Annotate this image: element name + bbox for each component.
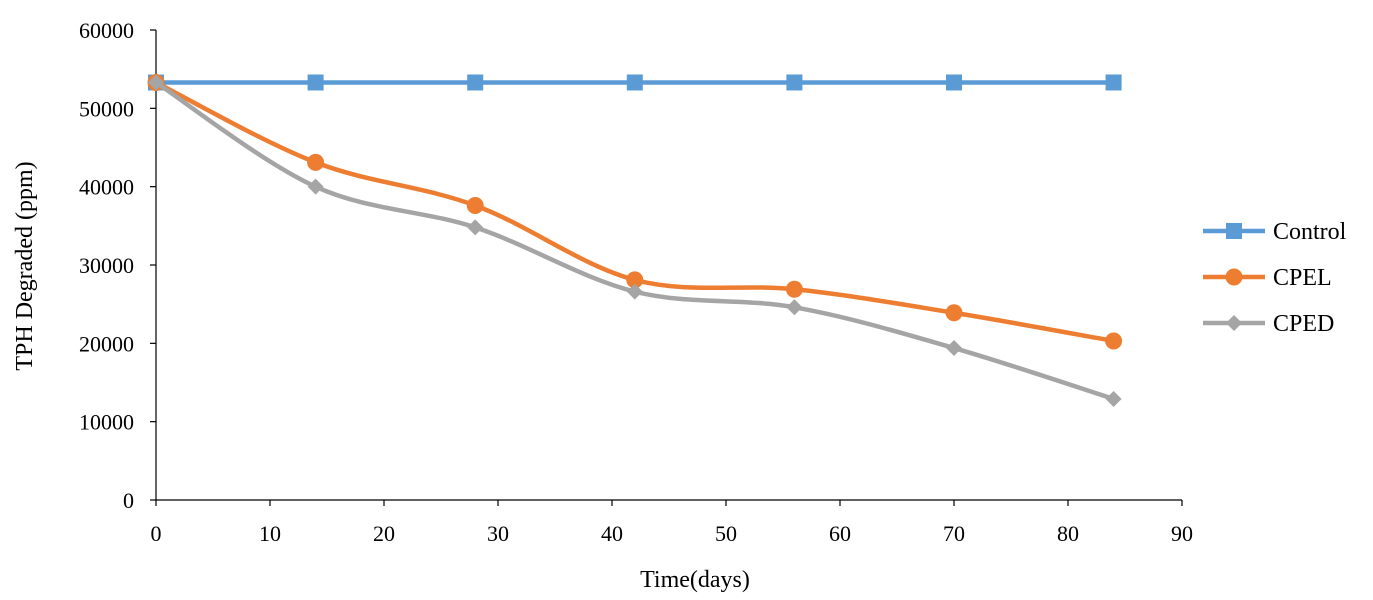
series-cped: [148, 74, 1122, 407]
y-tick-label: 30000: [79, 253, 134, 278]
series-cpel: [147, 73, 1123, 350]
data-point-control: [467, 74, 484, 91]
legend-item-cped: CPED: [1203, 311, 1334, 337]
data-point-cped: [946, 340, 962, 357]
legend-label-cped: CPED: [1273, 311, 1334, 337]
series-line-cped: [153, 80, 1116, 402]
x-tick-label: 30: [487, 521, 509, 546]
y-axis-title: TPH Degraded (ppm): [12, 161, 38, 370]
legend-item-control: Control: [1203, 219, 1347, 245]
y-tick-label: 40000: [79, 175, 134, 200]
series-line-cpel: [153, 80, 1116, 344]
legend-marker-control: [1226, 223, 1242, 239]
data-point-cpel: [307, 153, 325, 171]
x-axis-title: Time(days): [640, 567, 750, 593]
x-tick-label: 80: [1057, 521, 1079, 546]
legend-label-control: Control: [1273, 219, 1347, 245]
legend-marker-cped: [1226, 315, 1242, 331]
x-tick-label: 50: [715, 521, 737, 546]
data-point-cped: [1105, 390, 1122, 407]
data-point-cped: [148, 74, 164, 91]
legend-marker-cpel: [1225, 268, 1243, 286]
data-point-cped: [786, 299, 803, 316]
data-point-control: [1105, 74, 1122, 91]
data-point-control: [307, 74, 324, 91]
x-tick-label: 70: [943, 521, 965, 546]
legend: Control CPEL CPED: [1203, 219, 1347, 337]
legend-label-cpel: CPEL: [1273, 265, 1332, 291]
data-point-control: [786, 74, 803, 91]
data-point-cped: [307, 178, 324, 195]
data-point-cpel: [945, 304, 963, 322]
x-tick-label: 0: [151, 521, 162, 546]
y-tick-label: 50000: [79, 96, 134, 121]
legend-item-cpel: CPEL: [1203, 265, 1332, 291]
data-point-cpel: [466, 196, 484, 214]
y-tick-label: 20000: [79, 331, 134, 356]
x-tick-label: 60: [829, 521, 851, 546]
series-control: [148, 74, 1122, 91]
y-tick-label: 0: [123, 488, 134, 513]
data-point-control: [626, 74, 643, 91]
series-layer: [147, 73, 1123, 407]
y-tick-label: 60000: [79, 18, 134, 43]
data-point-cped: [467, 219, 484, 236]
x-tick-label: 90: [1171, 521, 1193, 546]
data-point-cpel: [626, 271, 644, 289]
data-point-cpel: [785, 280, 803, 298]
data-point-cpel: [1105, 332, 1123, 350]
x-tick-label: 10: [259, 521, 281, 546]
data-point-control: [946, 74, 962, 91]
x-tick-label: 20: [373, 521, 395, 546]
x-tick-label: 40: [601, 521, 623, 546]
y-tick-label: 10000: [79, 410, 134, 435]
axes: 0 10000 20000 30000 40000 50000 60000 0 10 20 30 40…: [79, 18, 1193, 546]
data-point-cped: [626, 283, 643, 300]
